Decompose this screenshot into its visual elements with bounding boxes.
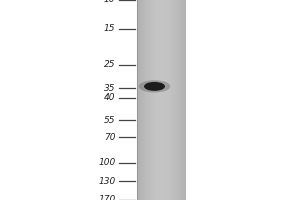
Bar xyxy=(138,0,139,200)
Text: 40: 40 xyxy=(104,93,116,102)
Bar xyxy=(154,0,155,200)
Bar xyxy=(169,0,170,200)
Bar xyxy=(163,0,164,200)
Bar xyxy=(175,0,176,200)
Bar xyxy=(143,0,144,200)
Bar xyxy=(166,0,167,200)
Bar xyxy=(152,0,153,200)
Bar xyxy=(167,0,169,200)
Bar xyxy=(149,0,150,200)
Bar xyxy=(178,0,180,200)
Bar xyxy=(140,0,142,200)
Text: 15: 15 xyxy=(104,24,116,33)
Bar xyxy=(184,0,185,200)
Bar xyxy=(181,0,182,200)
Bar xyxy=(148,0,149,200)
Bar xyxy=(146,0,148,200)
Bar xyxy=(142,0,143,200)
Bar xyxy=(144,0,145,200)
Text: 10: 10 xyxy=(104,0,116,4)
Bar xyxy=(136,0,138,200)
Bar xyxy=(171,0,172,200)
Text: 25: 25 xyxy=(104,60,116,69)
Bar xyxy=(155,0,156,200)
Text: 35: 35 xyxy=(104,84,116,93)
Bar xyxy=(176,0,177,200)
Text: 70: 70 xyxy=(104,133,116,142)
Bar xyxy=(185,0,186,200)
Text: 130: 130 xyxy=(98,177,116,186)
Bar xyxy=(165,0,166,200)
Bar xyxy=(177,0,178,200)
Bar xyxy=(180,0,181,200)
Bar xyxy=(161,0,163,200)
Bar xyxy=(182,0,184,200)
Bar xyxy=(139,0,140,200)
Bar xyxy=(174,0,175,200)
Bar xyxy=(158,0,159,200)
Text: 100: 100 xyxy=(98,158,116,167)
Bar xyxy=(164,0,165,200)
Bar xyxy=(170,0,171,200)
Text: 55: 55 xyxy=(104,116,116,125)
Ellipse shape xyxy=(139,80,170,93)
Bar xyxy=(145,0,146,200)
Ellipse shape xyxy=(144,82,165,91)
Bar xyxy=(153,0,154,200)
Bar xyxy=(160,0,161,200)
Bar xyxy=(156,0,158,200)
Bar xyxy=(159,0,160,200)
Bar xyxy=(172,0,174,200)
Bar xyxy=(150,0,152,200)
Text: 170: 170 xyxy=(98,196,116,200)
